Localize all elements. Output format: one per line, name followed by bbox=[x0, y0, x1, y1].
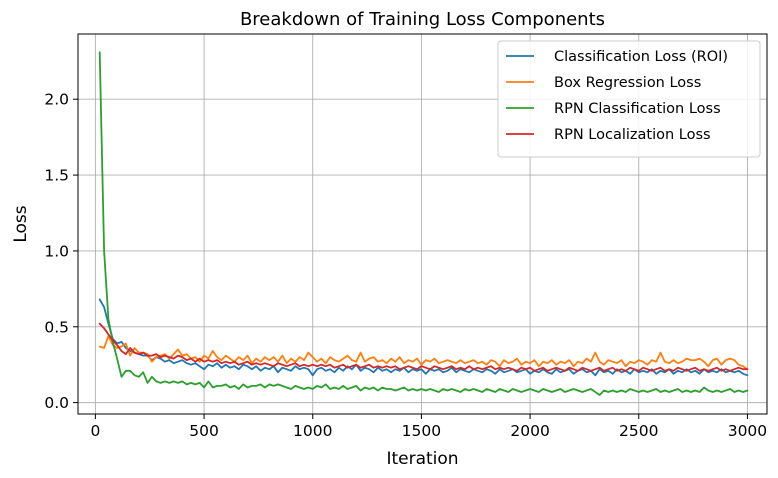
axis-ticks: 0 500 1000 1500 2000 2500 3000 0.0 0.5 1.0 1.5 2.0 bbox=[44, 91, 767, 440]
x-tick-label: 2000 bbox=[510, 422, 549, 440]
plot-frame bbox=[77, 33, 768, 415]
series-lines bbox=[98, 51, 749, 396]
x-tick-label: 1000 bbox=[293, 422, 332, 440]
series-line-1 bbox=[98, 334, 749, 371]
y-tick-label: 0.5 bbox=[44, 318, 69, 336]
y-tick-label: 2.0 bbox=[44, 91, 69, 109]
y-tick-label: 1.0 bbox=[44, 242, 69, 260]
legend-label: Classification Loss (ROI) bbox=[554, 49, 728, 65]
series-line-2 bbox=[98, 51, 749, 396]
legend: Classification Loss (ROI) Box Regression … bbox=[497, 40, 761, 158]
legend-label: Box Regression Loss bbox=[554, 75, 701, 91]
legend-label: RPN Classification Loss bbox=[554, 101, 721, 117]
y-tick-label: 0.0 bbox=[44, 394, 69, 412]
chart-title: Breakdown of Training Loss Components bbox=[240, 9, 605, 30]
x-axis-label: Iteration bbox=[386, 449, 458, 469]
series-line-3 bbox=[98, 322, 749, 372]
x-tick-label: 1500 bbox=[402, 422, 441, 440]
x-tick-label: 500 bbox=[189, 422, 219, 440]
x-tick-label: 2500 bbox=[619, 422, 658, 440]
y-tick-label: 1.5 bbox=[44, 167, 69, 185]
x-tick-label: 0 bbox=[90, 422, 100, 440]
series-line-0 bbox=[98, 298, 749, 377]
legend-box bbox=[497, 40, 761, 158]
x-tick-label: 3000 bbox=[728, 422, 767, 440]
legend-label: RPN Localization Loss bbox=[554, 127, 711, 143]
y-axis-label: Loss bbox=[11, 205, 31, 242]
